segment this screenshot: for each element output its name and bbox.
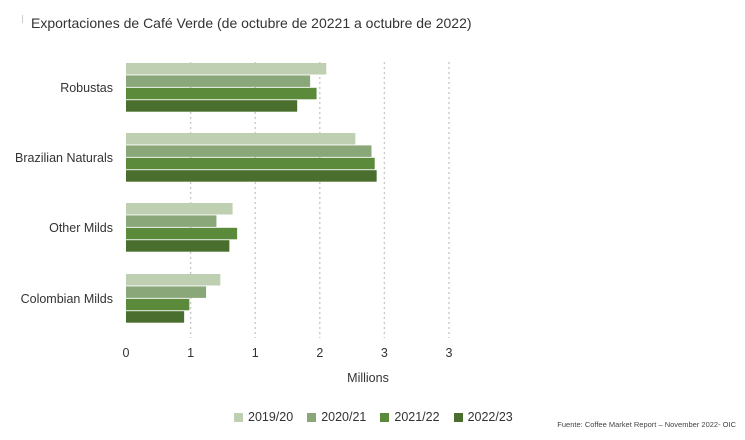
bar-other-milds-2020-21: [126, 215, 217, 227]
legend-swatch: [453, 412, 463, 422]
chart-title: Exportaciones de Café Verde (de octubre …: [31, 15, 472, 31]
legend-label: 2022/23: [467, 410, 513, 424]
bar-colombian-milds-2020-21: [126, 286, 207, 298]
legend-swatch: [380, 412, 390, 422]
bar-colombian-milds-2022-23: [126, 311, 185, 323]
x-tick-label: 3: [446, 346, 453, 360]
bar-robustas-2022-23: [126, 100, 298, 112]
chart-legend: 2019/20 2020/21 2021/22 2022/23: [234, 410, 513, 424]
bar-colombian-milds-2021-22: [126, 298, 190, 311]
category-label: Other Milds: [49, 221, 113, 235]
legend-item-2020-21[interactable]: 2020/21: [307, 410, 366, 424]
corner-mark: [22, 15, 23, 23]
category-label: Colombian Milds: [21, 292, 113, 306]
bar-robustas-2020-21: [126, 75, 311, 87]
bar-brazilian-naturals-2021-22: [126, 157, 375, 170]
legend-label: 2020/21: [321, 410, 367, 424]
x-tick-label: 1: [187, 346, 194, 360]
category-label: Robustas: [60, 81, 113, 95]
bar-brazilian-naturals-2020-21: [126, 145, 372, 157]
x-axis-title: Millions: [347, 371, 389, 385]
legend-swatch: [234, 412, 243, 422]
bar-other-milds-2021-22: [126, 227, 238, 240]
bar-other-milds-2022-23: [126, 240, 230, 252]
source-note: Fuente: Coffee Market Report – November …: [557, 420, 736, 429]
legend-item-2019-20[interactable]: 2019/20: [234, 410, 293, 424]
legend-item-2021-22[interactable]: 2021/22: [380, 410, 440, 424]
x-tick-label: 1: [252, 346, 259, 360]
bar-brazilian-naturals-2019-20: [126, 133, 356, 145]
x-tick-label: 3: [381, 346, 388, 360]
x-tick-label: 0: [123, 346, 130, 360]
legend-item-2022-23[interactable]: 2022/23: [453, 410, 513, 424]
legend-label: 2019/20: [248, 410, 294, 424]
bar-colombian-milds-2019-20: [126, 274, 221, 286]
bar-robustas-2021-22: [126, 87, 317, 100]
bar-robustas-2019-20: [126, 63, 327, 75]
legend-label: 2021/22: [394, 410, 440, 424]
bar-other-milds-2019-20: [126, 203, 233, 215]
bar-brazilian-naturals-2022-23: [126, 170, 377, 182]
x-tick-label: 2: [316, 346, 323, 360]
legend-swatch: [307, 412, 317, 422]
category-label: Brazilian Naturals: [15, 151, 113, 165]
